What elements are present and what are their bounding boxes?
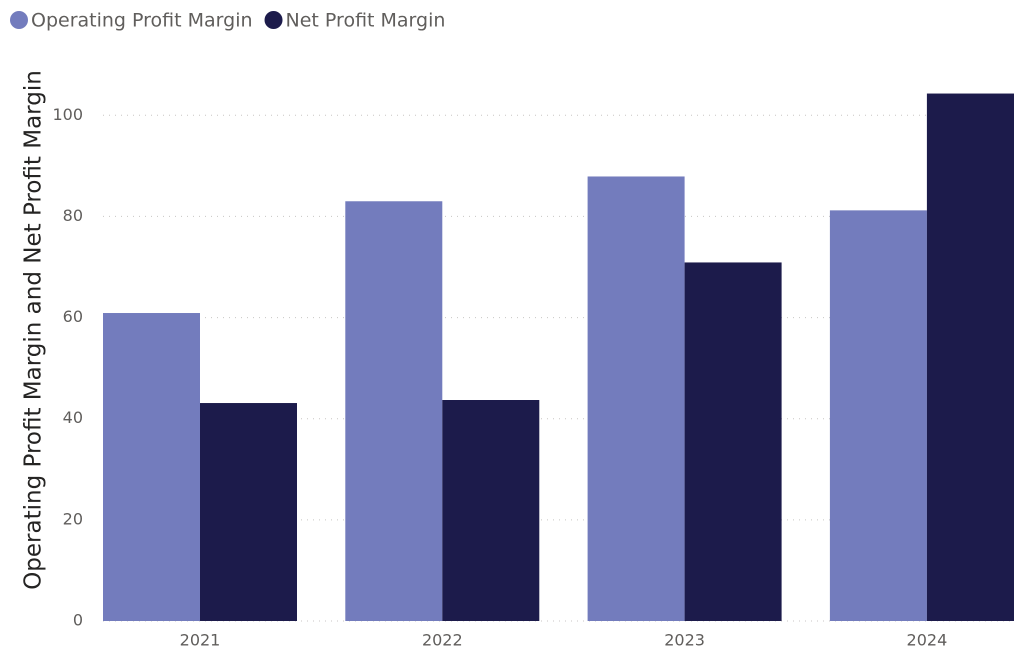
- bar: [829, 210, 927, 622]
- y-tick-label: 100: [52, 105, 83, 124]
- legend-marker: [10, 11, 28, 29]
- x-tick-label: 2021: [180, 631, 221, 650]
- legend-label: Operating Profit Margin: [31, 10, 253, 32]
- bar: [684, 262, 782, 621]
- bar: [345, 201, 443, 621]
- x-tick-label: 2022: [422, 631, 463, 650]
- legend-marker: [264, 11, 283, 29]
- y-tick-label: 60: [63, 307, 83, 326]
- x-tick-label: 2023: [664, 631, 705, 650]
- bar: [926, 93, 1014, 622]
- legend-label: Net Profit Margin: [286, 10, 446, 32]
- bar: [442, 400, 540, 621]
- y-tick-label: 20: [63, 509, 83, 528]
- bar: [587, 176, 685, 621]
- y-tick-label: 0: [73, 611, 83, 630]
- y-tick-label: 80: [63, 206, 83, 225]
- bar: [200, 403, 297, 621]
- y-tick-label: 40: [63, 408, 83, 427]
- bar: [103, 313, 200, 621]
- x-tick-label: 2024: [907, 631, 948, 650]
- y-axis-title: Operating Profit Margin and Net Profit M…: [21, 70, 47, 590]
